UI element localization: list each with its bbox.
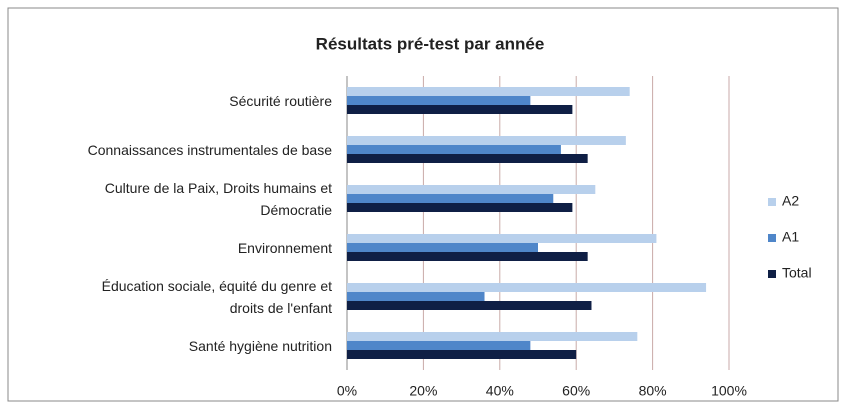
- bar: [347, 243, 538, 252]
- chart-title: Résultats pré-test par année: [316, 34, 545, 53]
- legend-label: A1: [782, 229, 799, 245]
- bar: [347, 105, 573, 114]
- y-tick-label: Éducation sociale, équité du genre et dr…: [101, 277, 332, 316]
- bar: [347, 145, 561, 154]
- bar: [347, 350, 577, 359]
- y-tick-label: Connaissances instrumentales de base: [87, 141, 332, 158]
- bar: [347, 252, 588, 261]
- bar: [347, 194, 554, 203]
- bar: [347, 96, 531, 105]
- y-tick-label: Environnement: [237, 239, 332, 256]
- bar: [347, 332, 638, 341]
- bar: [347, 234, 657, 243]
- bar: [347, 292, 485, 301]
- legend-swatch: [768, 234, 776, 242]
- bar: [347, 154, 588, 163]
- legend-swatch: [768, 270, 776, 278]
- y-tick-label: Culture de la Paix, Droits humains et Dé…: [104, 179, 332, 218]
- bar: [347, 87, 630, 96]
- x-tick-label: 40%: [486, 383, 514, 399]
- x-tick-label: 0%: [337, 383, 357, 399]
- x-tick-label: 60%: [562, 383, 590, 399]
- x-tick-label: 80%: [639, 383, 667, 399]
- bar: [347, 203, 573, 212]
- bar: [347, 341, 531, 350]
- legend-swatch: [768, 198, 776, 206]
- legend-label: A2: [782, 193, 799, 209]
- bar: [347, 185, 596, 194]
- x-tick-label: 20%: [409, 383, 437, 399]
- y-tick-label: Santé hygiène nutrition: [188, 337, 332, 354]
- y-tick-label: Sécurité routière: [229, 92, 332, 109]
- bar: [347, 283, 707, 292]
- legend-label: Total: [782, 265, 812, 281]
- bar: [347, 301, 592, 310]
- x-tick-label: 100%: [711, 383, 747, 399]
- bar: [347, 136, 626, 145]
